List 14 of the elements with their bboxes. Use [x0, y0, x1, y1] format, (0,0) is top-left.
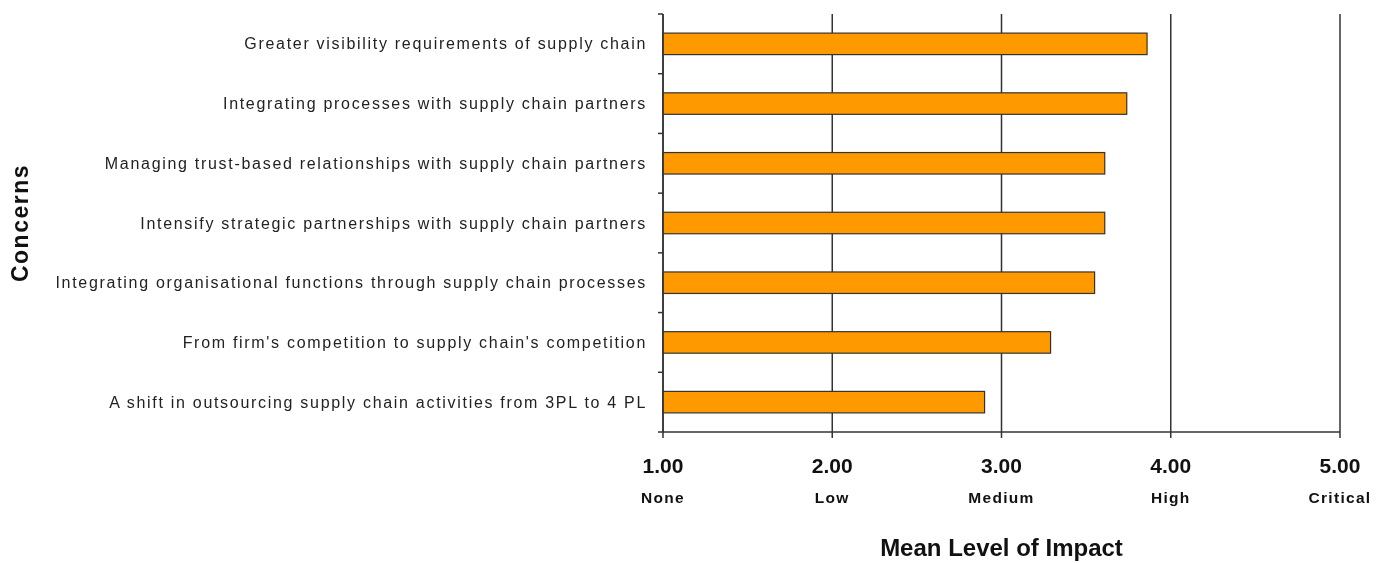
y-tick-label: A shift in outsourcing supply chain activities from 3PL to 4 PL: [109, 393, 647, 411]
x-tick-label: 2.00 Low: [811, 454, 853, 506]
y-tick-label: Greater visibility requirements of supply chain: [244, 35, 647, 53]
x-tick-label: 4.00 High: [1150, 454, 1192, 506]
y-tick-label: Integrating processes with supply chain partners: [222, 95, 647, 113]
x-axis-title: Mean Level of Impact: [880, 534, 1123, 561]
x-tick-label: 1.00 None: [641, 454, 685, 506]
y-tick-label: Managing trust-based relationships with supply chain partners: [104, 154, 647, 172]
y-tick-label: Intensify strategic partnerships with supply chain partners: [140, 214, 647, 232]
x-tick-label: 3.00 Medium: [968, 454, 1035, 506]
y-tick-label: Integrating organisational functions through supply chain processes: [55, 274, 647, 292]
y-tick-label: From firm's competition to supply chain's competition: [182, 333, 647, 351]
x-tick-label: 5.00 Critical: [1308, 454, 1372, 506]
y-axis-title: Concerns: [7, 163, 33, 283]
